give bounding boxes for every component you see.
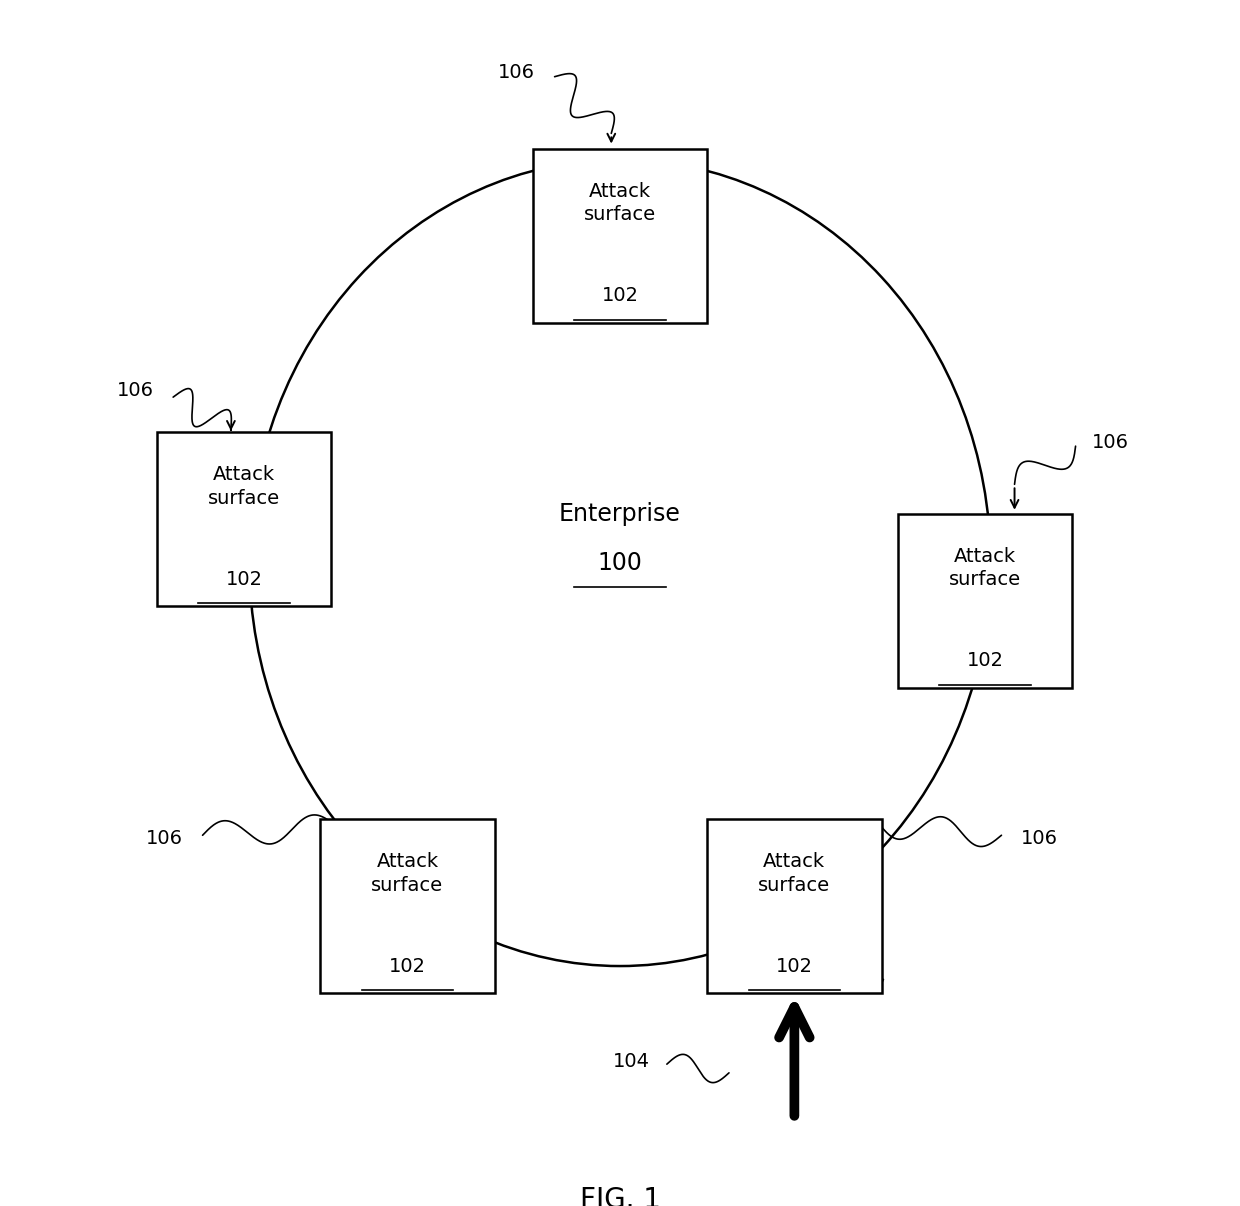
Text: 102: 102 — [967, 651, 1003, 671]
FancyBboxPatch shape — [533, 148, 707, 323]
Text: 106: 106 — [1092, 433, 1128, 452]
FancyBboxPatch shape — [320, 819, 495, 994]
Text: 102: 102 — [226, 569, 263, 589]
Text: 104: 104 — [613, 1053, 650, 1071]
Text: FIG. 1: FIG. 1 — [579, 1187, 661, 1206]
Text: Attack
surface: Attack surface — [372, 853, 444, 895]
Text: 106: 106 — [146, 829, 184, 848]
Text: 102: 102 — [776, 956, 813, 976]
Text: 102: 102 — [389, 956, 427, 976]
Text: Attack
surface: Attack surface — [759, 853, 831, 895]
FancyBboxPatch shape — [156, 432, 331, 607]
Text: 106: 106 — [1021, 829, 1058, 848]
Text: 106: 106 — [117, 381, 154, 400]
Text: Attack
surface: Attack surface — [949, 548, 1022, 590]
FancyBboxPatch shape — [898, 514, 1073, 689]
Text: Attack
surface: Attack surface — [584, 182, 656, 224]
Text: 102: 102 — [601, 286, 639, 305]
FancyBboxPatch shape — [707, 819, 882, 994]
Text: Attack
surface: Attack surface — [208, 466, 280, 508]
Text: 106: 106 — [498, 63, 534, 82]
Text: 100: 100 — [598, 551, 642, 575]
Text: Enterprise: Enterprise — [559, 502, 681, 526]
